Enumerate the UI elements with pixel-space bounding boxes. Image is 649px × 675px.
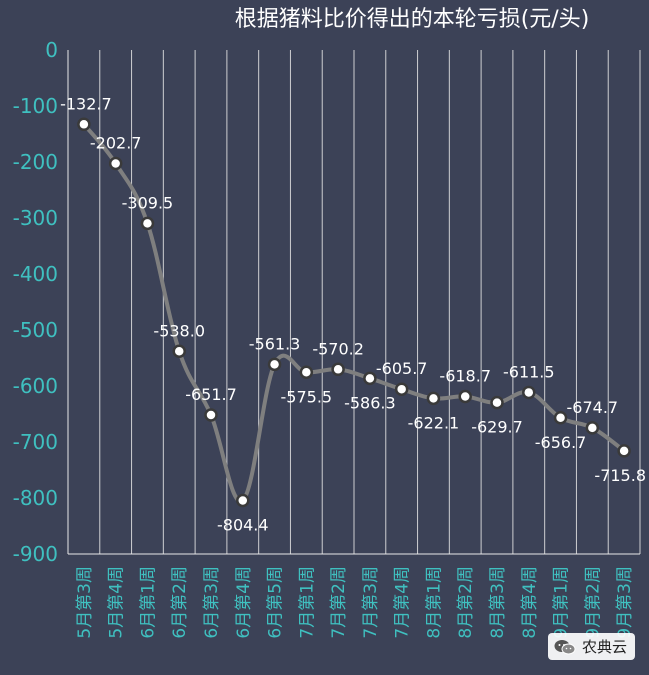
x-tick-label: 8月第3周 — [488, 566, 508, 639]
data-label: -309.5 — [122, 193, 174, 212]
y-tick-label: -700 — [13, 430, 58, 454]
axis-layer — [67, 50, 640, 555]
x-tick-label: 6月第2周 — [170, 566, 190, 639]
wechat-icon — [554, 639, 576, 654]
x-tick-label: 7月第4周 — [393, 566, 413, 639]
x-tick-label: 6月第5周 — [266, 566, 286, 639]
y-tick-labels: 0 -100 -200 -300 -400 -500 -600 -700 -800 -900 — [13, 38, 58, 566]
x-tick-label: 5月第4周 — [107, 566, 127, 639]
data-label: -132.7 — [60, 94, 112, 113]
data-label: -656.7 — [535, 433, 587, 452]
x-tick-label: 9月第3周 — [615, 566, 635, 639]
y-tick-label: 0 — [45, 38, 58, 62]
point-layer — [77, 117, 631, 508]
data-point — [522, 385, 536, 400]
data-label: -618.7 — [439, 366, 491, 385]
data-point — [108, 156, 123, 171]
watermark-text: 农典云 — [582, 638, 628, 656]
data-label: -674.7 — [567, 398, 619, 417]
x-tick-label: 8月第2周 — [456, 566, 476, 639]
data-label: -651.7 — [185, 385, 237, 404]
x-tick-label: 8月第1周 — [424, 566, 444, 639]
y-tick-label: -200 — [13, 150, 58, 174]
data-label: -715.8 — [594, 466, 646, 485]
data-label: -561.3 — [249, 334, 301, 353]
data-label: -202.7 — [90, 134, 142, 153]
y-tick-label: -100 — [13, 94, 58, 118]
data-point — [204, 408, 218, 422]
y-tick-label: -900 — [13, 542, 58, 566]
y-tick-label: -400 — [13, 262, 58, 286]
data-point — [140, 216, 155, 231]
data-label: -570.2 — [312, 339, 364, 358]
y-tick-label: -500 — [13, 318, 58, 342]
data-label: -629.7 — [471, 418, 523, 437]
data-point — [553, 411, 568, 425]
x-tick-label: 6月第1周 — [138, 566, 158, 639]
chart-title: 根据猪料比价得出的本轮亏损(元/头) — [235, 7, 590, 32]
x-tick-label: 7月第2周 — [329, 566, 349, 639]
data-label: -605.7 — [376, 359, 428, 378]
data-point — [299, 365, 314, 380]
data-point — [77, 117, 91, 132]
data-label: -575.5 — [281, 387, 333, 406]
data-point — [394, 382, 409, 396]
data-point — [363, 371, 377, 386]
x-tick-label: 9月第1周 — [552, 566, 572, 639]
watermark: 农典云 — [548, 633, 636, 660]
x-tick-label: 6月第3周 — [202, 566, 222, 639]
data-point — [267, 357, 282, 372]
data-point — [331, 362, 345, 377]
data-point — [458, 389, 472, 404]
data-label-layer: -132.7 -202.7 -309.5 -538.0 -651.7 -804.4 -561… — [60, 94, 646, 534]
data-point — [236, 493, 250, 508]
grid-layer — [99, 50, 641, 554]
data-label: -586.3 — [344, 393, 396, 412]
y-tick-label: -300 — [13, 206, 58, 230]
data-label: -622.1 — [408, 413, 460, 432]
data-label: -804.4 — [217, 515, 269, 534]
x-tick-label: 9月第2周 — [583, 566, 603, 639]
data-point — [490, 395, 504, 410]
y-tick-label: -600 — [13, 374, 58, 398]
x-tick-label: 7月第3周 — [361, 566, 381, 639]
data-point — [426, 391, 441, 406]
data-label: -611.5 — [503, 362, 555, 381]
x-tick-label: 5月第3周 — [75, 566, 95, 639]
data-point — [617, 444, 631, 458]
x-tick-labels: 5月第3周 5月第4周 6月第1周 6月第2周 6月第3周 6月第4周 6月第5周 7月第1周… — [75, 566, 635, 639]
data-label: -538.0 — [153, 321, 205, 340]
x-tick-label: 8月第4周 — [520, 566, 540, 639]
data-point — [172, 344, 186, 359]
x-tick-label: 7月第1周 — [297, 566, 317, 639]
data-point — [585, 421, 600, 435]
y-tick-label: -800 — [13, 486, 58, 510]
x-tick-label: 6月第4周 — [234, 566, 254, 639]
